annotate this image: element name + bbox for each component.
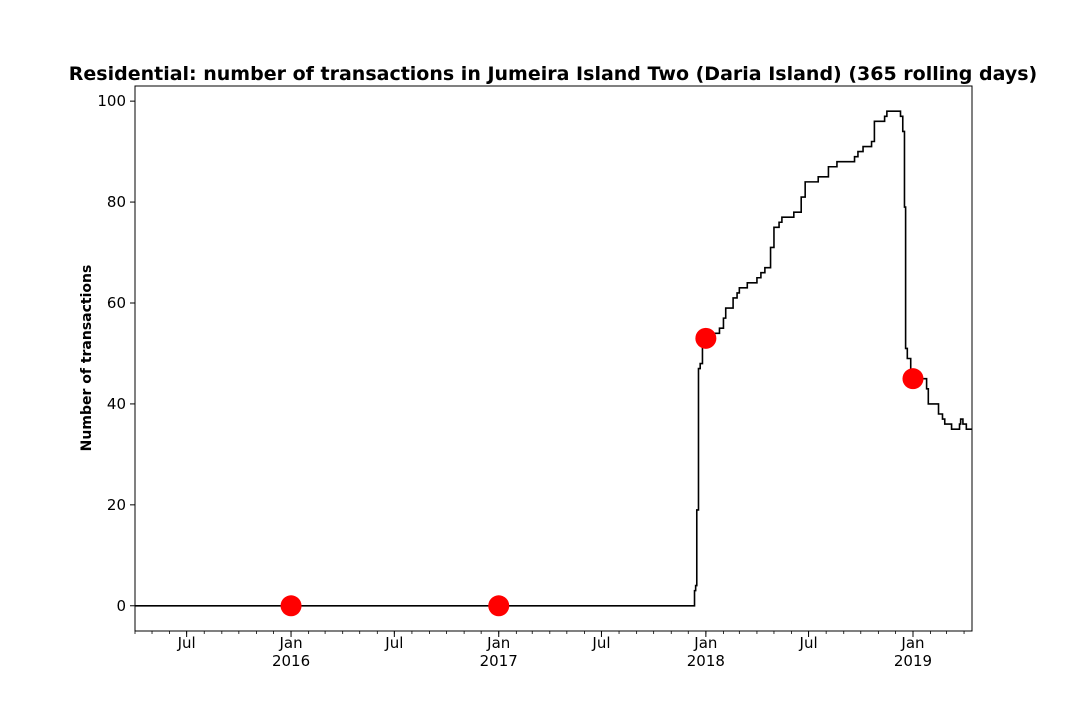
- x-tick-label: Jan: [900, 634, 924, 652]
- axes-frame: [134, 85, 973, 632]
- data-point-marker: [695, 327, 717, 349]
- data-point-marker: [488, 595, 510, 617]
- x-tick-year-label: 2019: [894, 652, 932, 670]
- y-tick-label: 20: [107, 496, 126, 514]
- y-axis-label: Number of transactions: [79, 265, 95, 452]
- data-point-marker: [902, 368, 924, 390]
- series-line: [135, 110, 972, 607]
- x-tick-year-label: 2018: [687, 652, 725, 670]
- x-tick-label: Jul: [177, 634, 196, 652]
- x-tick-label: Jan: [278, 634, 302, 652]
- x-tick-label: Jul: [384, 634, 403, 652]
- x-tick-label: Jan: [693, 634, 717, 652]
- y-tick-label: 0: [116, 597, 126, 615]
- y-tick-label: 60: [107, 294, 126, 312]
- x-tick-label: Jul: [799, 634, 818, 652]
- x-tick-label: Jan: [486, 634, 510, 652]
- x-tick-label: Jul: [591, 634, 610, 652]
- x-tick-year-label: 2016: [272, 652, 310, 670]
- y-tick-label: 40: [107, 395, 126, 413]
- y-tick-label: 100: [97, 92, 126, 110]
- chart-title: Residential: number of transactions in J…: [69, 63, 1037, 85]
- x-tick-year-label: 2017: [480, 652, 518, 670]
- y-tick-label: 80: [107, 193, 126, 211]
- data-point-marker: [280, 595, 302, 617]
